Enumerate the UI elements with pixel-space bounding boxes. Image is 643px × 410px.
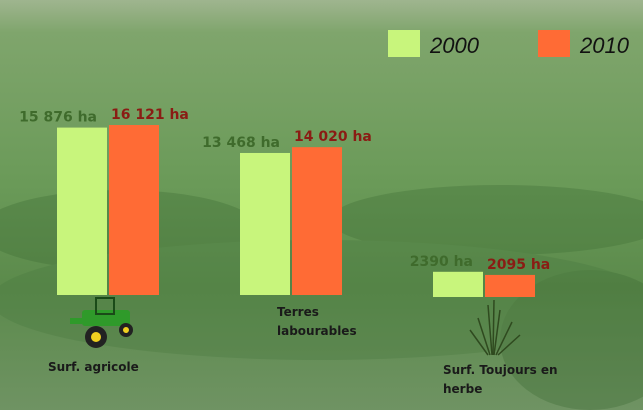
value-label: 15 876 ha xyxy=(19,110,97,126)
bar xyxy=(433,272,483,297)
value-label: 16 121 ha xyxy=(111,107,189,123)
category-label: Surf. Toujours en herbe xyxy=(443,361,573,399)
bar xyxy=(240,153,290,295)
bar xyxy=(57,128,107,295)
category-label: Surf. agricole xyxy=(48,358,188,377)
value-label: 13 468 ha xyxy=(202,135,280,151)
legend-swatch xyxy=(388,30,420,57)
value-label: 2390 ha xyxy=(410,254,473,270)
legend-label: 2010 xyxy=(579,33,630,58)
legend-swatch xyxy=(538,30,570,57)
chart: 15 876 ha 13 468 ha 2390 ha 2000 16 121 ha 14… xyxy=(0,0,643,410)
value-label: 2095 ha xyxy=(487,257,550,273)
bar xyxy=(485,275,535,297)
bar xyxy=(292,147,342,295)
page: 15 876 ha 13 468 ha 2390 ha 2000 16 121 ha 14… xyxy=(0,0,643,410)
legend-label: 2000 xyxy=(429,33,480,58)
category-label: Terres labourables xyxy=(277,303,387,341)
value-label: 14 020 ha xyxy=(294,129,372,145)
bar xyxy=(109,125,159,295)
